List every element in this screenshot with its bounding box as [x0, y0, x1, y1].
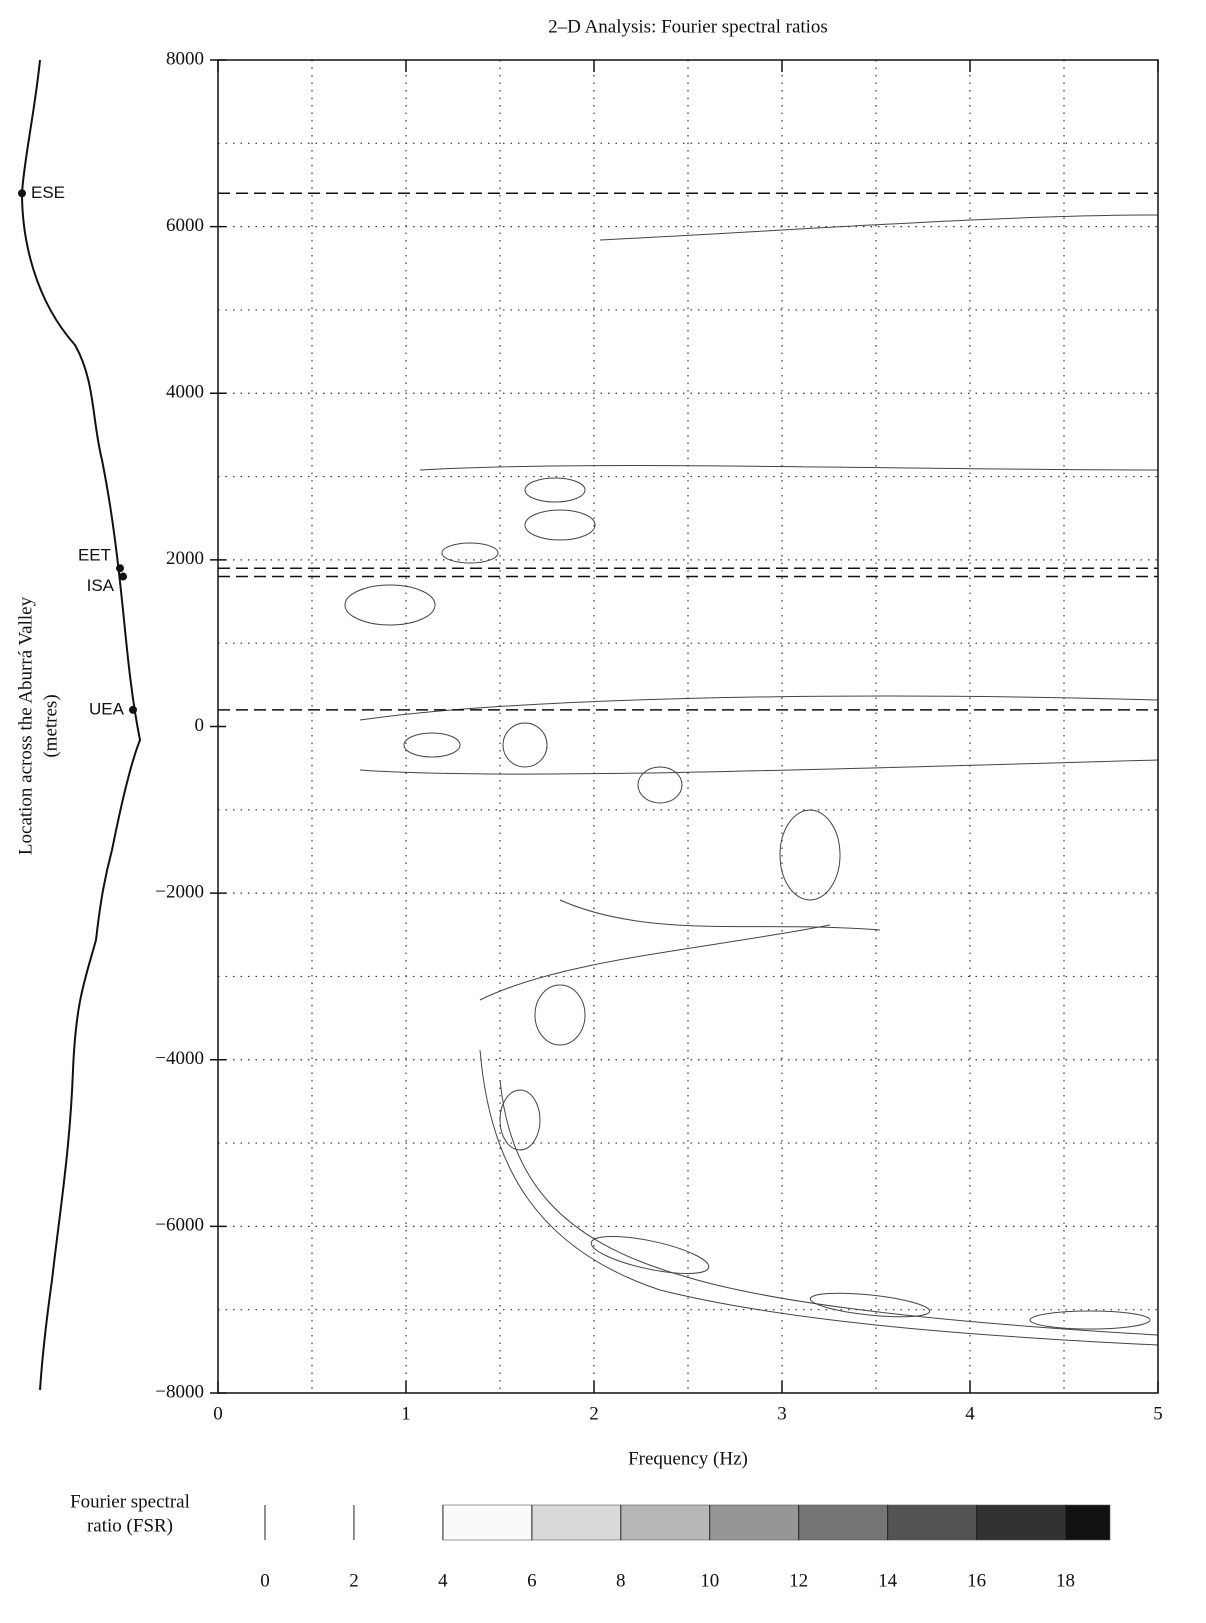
y-tick-label: 6000 — [166, 215, 204, 236]
station-marker — [129, 705, 137, 714]
contour — [779, 809, 841, 901]
contour — [359, 695, 1159, 775]
colorbar-band — [887, 1504, 977, 1541]
colorbar-label: Fourier spectral — [70, 1491, 190, 1512]
contour — [344, 584, 436, 626]
colorbar-tick-label: 6 — [527, 1570, 537, 1591]
contour — [499, 1079, 1159, 1336]
contour-field — [344, 214, 1159, 1346]
colorbar-band — [442, 1504, 533, 1541]
contour — [479, 1049, 1159, 1346]
y-tick-label: 0 — [195, 715, 205, 736]
station-marker — [18, 189, 26, 198]
colorbar-label: ratio (FSR) — [87, 1515, 173, 1536]
x-tick-label: 2 — [589, 1403, 599, 1424]
contour — [502, 722, 548, 768]
colorbar-tick-label: 4 — [438, 1570, 448, 1591]
station-label: UEA — [89, 699, 125, 718]
colorbar-tick-label: 14 — [878, 1570, 898, 1591]
y-tick-label: −4000 — [155, 1048, 204, 1069]
colorbar-tick-label: 2 — [349, 1570, 359, 1591]
colorbar-tick-label: 18 — [1056, 1570, 1075, 1591]
contour — [534, 984, 586, 1046]
colorbar-tick-label: 0 — [260, 1570, 270, 1591]
contour — [590, 1235, 710, 1275]
y-axis-label: (metres) — [40, 694, 61, 757]
contour — [499, 1089, 541, 1151]
station-label: EET — [78, 546, 111, 565]
colorbar-band — [620, 1504, 711, 1541]
contour — [441, 542, 499, 564]
contour — [524, 509, 596, 541]
x-axis-label: Frequency (Hz) — [628, 1448, 748, 1469]
colorbar-band — [798, 1504, 888, 1541]
colorbar-tick-label: 12 — [789, 1570, 808, 1591]
y-tick-label: 4000 — [166, 382, 204, 403]
colorbar-band — [531, 1504, 622, 1541]
colorbar-band — [976, 1504, 1066, 1541]
station-label: ISA — [87, 576, 115, 595]
y-tick-label: −8000 — [155, 1381, 204, 1402]
colorbar-band — [709, 1504, 799, 1541]
colorbar-band — [1065, 1504, 1111, 1541]
contour — [479, 899, 881, 1001]
colorbar-tick-label: 10 — [700, 1570, 719, 1591]
y-tick-label: 8000 — [166, 48, 204, 69]
x-tick-label: 4 — [965, 1403, 975, 1424]
x-tick-label: 3 — [777, 1403, 787, 1424]
contour — [809, 1292, 931, 1318]
colorbar-tick-label: 16 — [967, 1570, 986, 1591]
x-tick-label: 0 — [213, 1403, 223, 1424]
chart-title: 2–D Analysis: Fourier spectral ratios — [548, 16, 828, 37]
contour — [419, 214, 1159, 471]
y-tick-label: 2000 — [166, 548, 204, 569]
station-marker — [116, 564, 124, 573]
contour — [524, 477, 586, 503]
colorbar-tick-label: 8 — [616, 1570, 626, 1591]
y-axis-label: Location across the Aburrá Valley — [15, 596, 36, 855]
station-label: ESE — [31, 183, 65, 202]
contour — [1029, 1310, 1151, 1330]
x-tick-label: 1 — [401, 1403, 411, 1424]
station-marker — [119, 572, 127, 581]
contour — [403, 732, 461, 758]
y-tick-label: −6000 — [155, 1215, 204, 1236]
valley-profile — [20, 59, 142, 1391]
y-tick-label: −2000 — [155, 881, 204, 902]
contour — [637, 766, 683, 804]
x-tick-label: 5 — [1153, 1403, 1163, 1424]
